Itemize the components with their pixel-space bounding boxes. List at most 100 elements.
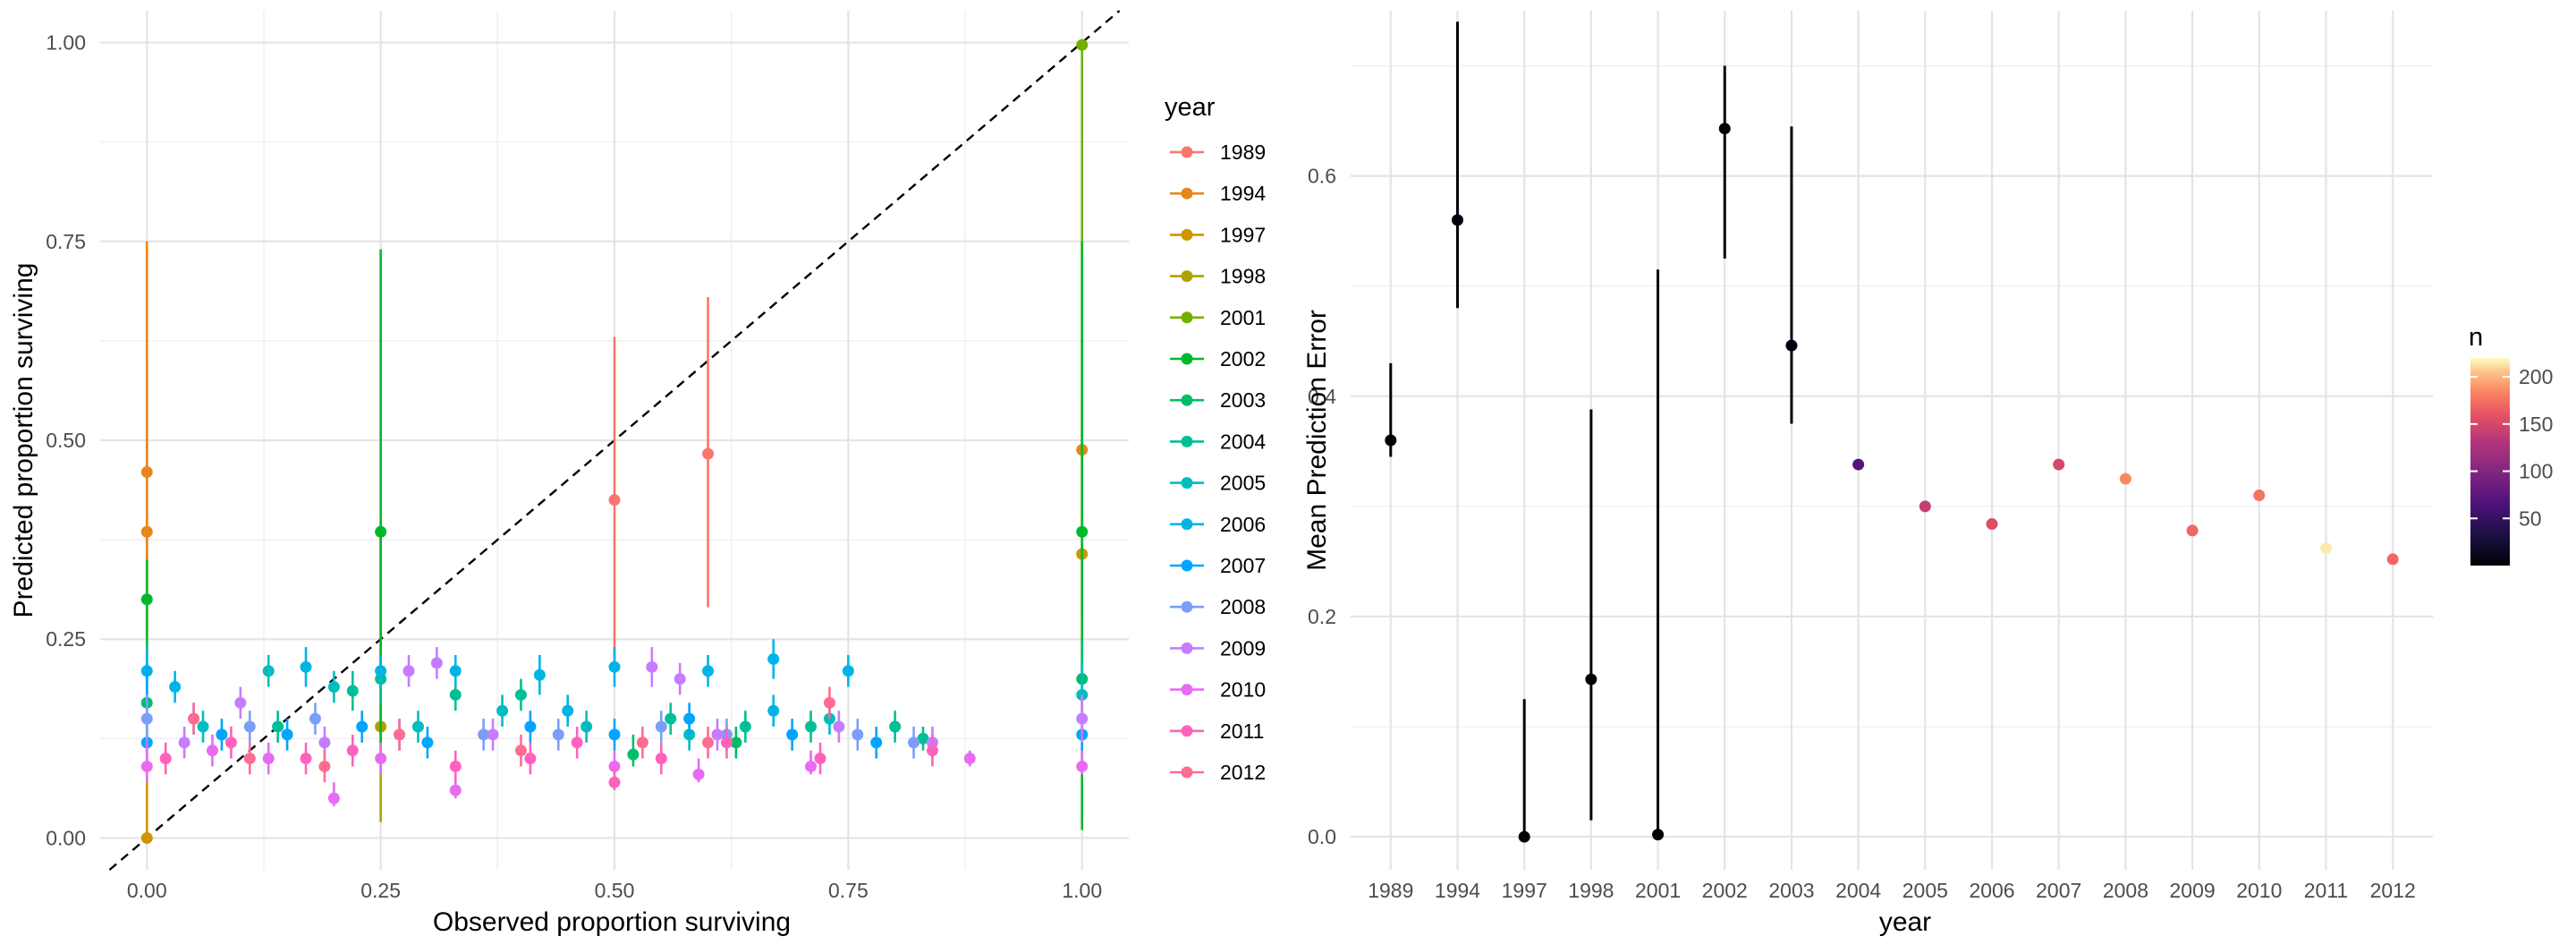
- data-point: [327, 792, 340, 805]
- legend-item-2005: 2005: [1170, 472, 1266, 495]
- legend-label: 2012: [1220, 761, 1266, 784]
- data-point: [1076, 38, 1089, 51]
- series-2011: [159, 727, 938, 791]
- legend-item-2003: 2003: [1170, 388, 1266, 412]
- point-1994: [1452, 21, 1464, 309]
- data-point: [2186, 524, 2199, 537]
- data-point: [375, 525, 387, 538]
- data-point: [188, 712, 200, 725]
- data-point: [262, 753, 275, 765]
- legend-item-1998: 1998: [1170, 265, 1266, 288]
- data-point: [702, 665, 715, 677]
- point-2006: [1986, 518, 1998, 531]
- series-2012: [188, 686, 835, 783]
- data-point: [739, 720, 751, 733]
- x-tick-label: 1989: [1368, 879, 1413, 902]
- data-point: [870, 736, 883, 749]
- legend: year 1989 1994 1997 1998 2001 2002 2003 2004 200…: [1165, 93, 1266, 784]
- data-point: [1852, 458, 1865, 471]
- data-point: [1385, 434, 1397, 447]
- x-tick-label: 2010: [2236, 879, 2282, 902]
- x-tick-label: 0.75: [828, 879, 869, 902]
- colorbar-tick-label: 200: [2519, 365, 2553, 388]
- x-tick-label: 2001: [1635, 879, 1681, 902]
- x-tick-label: 1998: [1568, 879, 1614, 902]
- data-point: [786, 728, 799, 741]
- scatter-panel: 0.00 0.25 0.50 0.75 1.00 0.00 0.25 0.50 0.75 1.0…: [9, 10, 1266, 937]
- legend-item-2011: 2011: [1170, 719, 1264, 743]
- data-point: [636, 736, 648, 749]
- data-point: [963, 753, 976, 765]
- data-point: [140, 831, 153, 844]
- data-point: [711, 728, 724, 741]
- data-point: [702, 736, 715, 749]
- legend-item-2001: 2001: [1170, 306, 1266, 329]
- series-2006: [140, 639, 854, 727]
- data-point: [1919, 500, 1931, 513]
- legend-key-dot: [1181, 394, 1193, 406]
- series-2010: [140, 734, 1089, 806]
- legend-key-dot: [1181, 187, 1193, 200]
- y-axis-label: Predicted proportion surviving: [9, 263, 38, 618]
- data-point: [449, 760, 462, 772]
- legend-label: 2007: [1220, 554, 1266, 577]
- data-point: [692, 768, 705, 780]
- y-tick-label: 0.6: [1308, 165, 1336, 188]
- legend-key-dot: [1181, 477, 1193, 490]
- data-point: [169, 681, 182, 694]
- data-point: [1785, 339, 1798, 352]
- legend-label: 2008: [1220, 595, 1266, 618]
- legend-title: year: [1165, 93, 1216, 122]
- data-point: [318, 760, 331, 772]
- data-point: [655, 753, 667, 765]
- x-tick-label: 2004: [1835, 879, 1881, 902]
- legend-label: 2002: [1220, 347, 1266, 370]
- legend-item-1989: 1989: [1170, 140, 1266, 164]
- data-point: [449, 784, 462, 796]
- data-point: [140, 525, 153, 538]
- data-point: [309, 712, 321, 725]
- x-tick-label: 1.00: [1062, 879, 1102, 902]
- colorbar-tick-label: 50: [2519, 507, 2542, 530]
- data-point: [2253, 490, 2266, 502]
- x-tick-label: 1994: [1435, 879, 1480, 902]
- data-point: [767, 704, 780, 717]
- data-points: [140, 38, 1089, 844]
- series-1989: [608, 297, 715, 663]
- data-point: [281, 728, 293, 741]
- data-point: [720, 736, 733, 749]
- point-1998: [1585, 409, 1597, 821]
- data-point: [805, 760, 818, 772]
- series-2004: [272, 655, 929, 751]
- legend-item-2010: 2010: [1170, 678, 1266, 702]
- x-tick-label: 0.25: [360, 879, 401, 902]
- data-point: [917, 732, 929, 745]
- point-2012: [2386, 553, 2399, 566]
- point-2007: [2053, 458, 2065, 471]
- data-point: [702, 447, 715, 460]
- data-point: [646, 660, 658, 673]
- data-point: [318, 736, 331, 749]
- point-2002: [1718, 65, 1731, 259]
- legend-key-dot: [1181, 518, 1193, 531]
- data-point: [608, 776, 621, 788]
- error-panel: 1989 1994 1997 1998 2001 2002 2003 2004 2005 2006…: [1302, 11, 2553, 937]
- x-tick-label: 1997: [1502, 879, 1547, 902]
- data-point: [524, 720, 537, 733]
- legend-label: 2009: [1220, 636, 1266, 660]
- y-tick-label: 0.4: [1308, 385, 1336, 408]
- legend-key-dot: [1181, 559, 1193, 572]
- legend-label: 1998: [1220, 265, 1266, 288]
- data-point: [562, 704, 574, 717]
- data-point: [262, 665, 275, 677]
- data-point: [234, 696, 247, 709]
- x-tick-label: 2002: [1702, 879, 1748, 902]
- grid-lines: [1351, 11, 2433, 870]
- data-point: [514, 688, 527, 701]
- x-tick-label: 2011: [2304, 879, 2348, 902]
- data-point: [449, 688, 462, 701]
- point-1997: [1518, 699, 1530, 843]
- data-point: [674, 673, 686, 685]
- data-point: [571, 736, 583, 749]
- legend-label: 2004: [1220, 430, 1266, 453]
